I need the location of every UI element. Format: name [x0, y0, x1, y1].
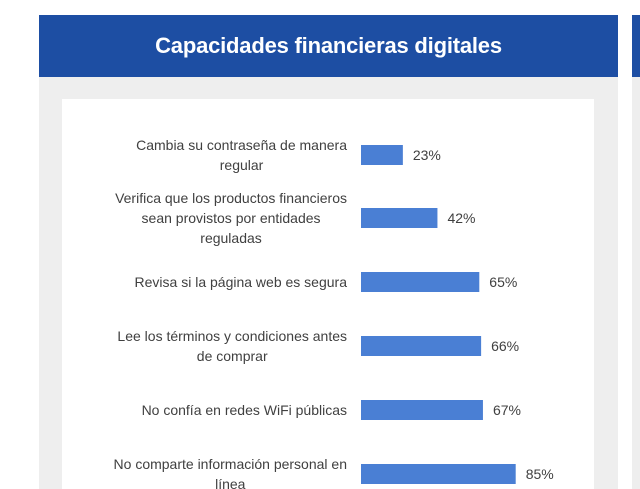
category-label-4-line-2: de comprar [197, 348, 268, 364]
value-label-4: 66% [491, 338, 519, 354]
category-label-1-line-1: Cambia su contraseña de manera [136, 137, 347, 153]
chart-title: Capacidades financieras digitales [155, 33, 502, 58]
value-label-1: 23% [413, 147, 441, 163]
bar-5 [361, 400, 483, 420]
category-label-2-line-3: reguladas [200, 230, 262, 246]
bar-1 [361, 145, 403, 165]
category-label-6-line-2: línea [215, 476, 246, 489]
category-label-1-line-2: regular [220, 157, 264, 173]
value-label-5: 67% [493, 402, 521, 418]
category-label-3-line-1: Revisa si la página web es segura [135, 274, 348, 290]
value-label-2: 42% [447, 210, 475, 226]
category-label-2-line-2: sean provistos por entidades [142, 210, 321, 226]
category-label-6-line-1: No comparte información personal en [114, 456, 347, 472]
chart-panel [62, 99, 594, 489]
category-label-5-line-1: No confía en redes WiFi públicas [142, 402, 347, 418]
category-label-2-line-1: Verifica que los productos financieros [115, 190, 347, 206]
adjacent-card-edge [632, 15, 640, 489]
bar-4 [361, 336, 482, 356]
bar-2 [361, 208, 438, 228]
value-label-6: 85% [526, 466, 554, 482]
bar-3 [361, 272, 480, 292]
adjacent-card-header-edge [632, 15, 640, 77]
value-label-3: 65% [489, 274, 517, 290]
chart-card: Capacidades financieras digitales [39, 15, 618, 489]
category-label-4-line-1: Lee los términos y condiciones antes [117, 328, 347, 344]
chart-header: Capacidades financieras digitales [39, 15, 618, 77]
bar-6 [361, 464, 516, 484]
